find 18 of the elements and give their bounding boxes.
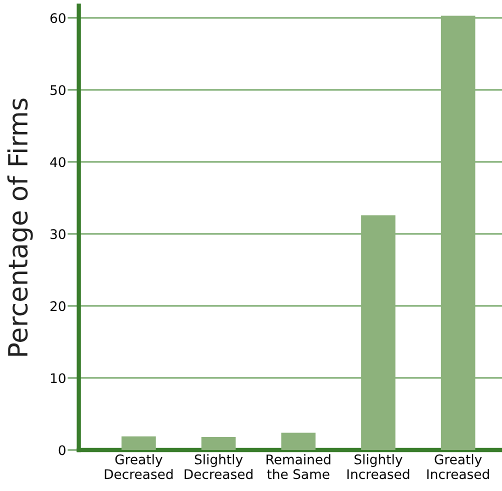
y-tick-label: 60 xyxy=(50,13,66,24)
bar xyxy=(440,16,476,450)
y-axis-title: Percentage of Firms xyxy=(7,98,33,356)
bar xyxy=(201,437,236,450)
x-tick-label: Greatly Decreased xyxy=(104,454,173,480)
x-tick-label: Remained the Same xyxy=(266,454,330,480)
y-tick-label: 40 xyxy=(50,157,66,168)
bar xyxy=(122,436,156,450)
y-tick-label: 30 xyxy=(50,229,66,240)
bar xyxy=(361,215,396,450)
x-tick-label: Greatly Increased xyxy=(427,454,489,480)
y-tick-label: 10 xyxy=(50,373,66,384)
x-tick-label: Slightly Decreased xyxy=(184,454,252,480)
y-tick-label: 0 xyxy=(58,445,66,456)
x-tick-label: Slightly Increased xyxy=(347,454,410,480)
bar xyxy=(281,432,316,450)
y-tick-label: 20 xyxy=(50,301,66,312)
y-tick-label: 50 xyxy=(50,85,66,96)
